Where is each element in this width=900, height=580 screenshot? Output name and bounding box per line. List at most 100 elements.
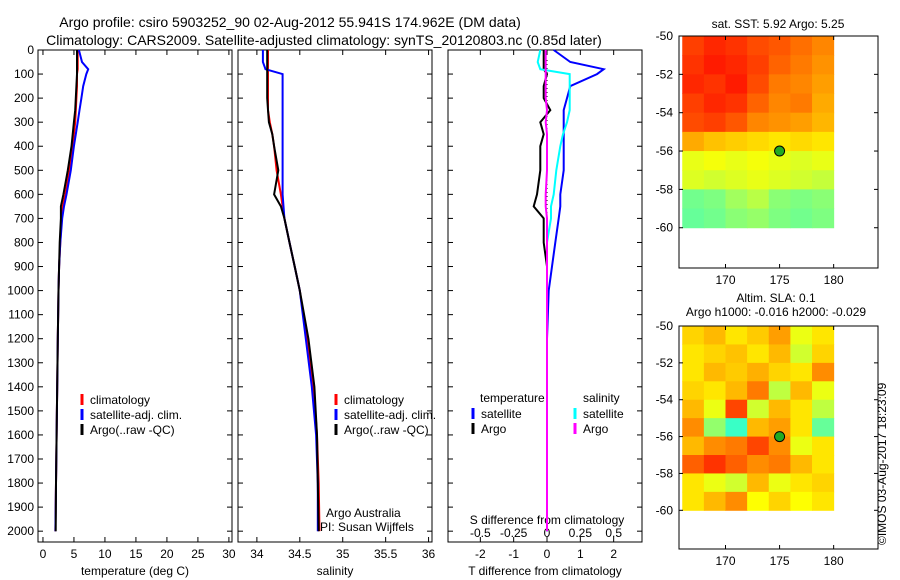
map-cell — [768, 473, 791, 493]
map-cell — [790, 381, 813, 401]
map-cell — [812, 189, 835, 210]
map-cell — [768, 362, 791, 382]
map-cell — [725, 112, 748, 133]
map-cell — [812, 112, 835, 133]
figure-subtitle: Climatology: CARS2009. Satellite-adjuste… — [46, 32, 602, 48]
map-cell — [703, 418, 727, 438]
y-tick-label: 1000 — [7, 284, 34, 298]
map-cell — [682, 208, 705, 229]
map-cell — [747, 344, 770, 364]
map-cell — [725, 189, 748, 210]
map-cell — [703, 189, 727, 210]
map-cell — [768, 131, 791, 152]
map-cell — [790, 362, 813, 382]
x-tick-label: 175 — [770, 273, 790, 287]
map-cell — [790, 55, 813, 75]
map-cell — [703, 55, 727, 75]
map-cell — [768, 151, 791, 171]
x2-tick-label: -0.5 — [470, 526, 491, 540]
x-tick-label: 36 — [422, 547, 436, 561]
x-tick-label: 20 — [160, 547, 174, 561]
map-cell — [768, 170, 791, 190]
map-cell — [790, 491, 813, 511]
map-cell — [768, 418, 791, 438]
map-cell — [725, 326, 748, 345]
map-cell — [703, 36, 727, 56]
map-cell — [682, 112, 705, 133]
series-line-argo — [544, 50, 549, 532]
map-cell — [682, 473, 705, 493]
map-cell — [703, 399, 727, 419]
map-cell — [703, 326, 727, 345]
map-cell — [790, 326, 813, 345]
map-cell — [747, 208, 770, 229]
map-cell — [768, 208, 791, 229]
x-axis-label: salinity — [317, 564, 354, 578]
map-cell — [768, 55, 791, 75]
map-cell — [703, 381, 727, 401]
map-cell — [725, 344, 748, 364]
map-cell — [682, 381, 705, 401]
x-tick-label: 35.5 — [374, 547, 398, 561]
map-cell — [725, 381, 748, 401]
y-tick-label: 500 — [14, 163, 34, 177]
map-subtitle: Argo h1000: -0.016 h2000: -0.029 — [686, 305, 866, 319]
map-cell — [682, 74, 705, 95]
map-cell — [747, 74, 770, 95]
legend-label: Argo(..raw -QC) — [90, 423, 175, 437]
map-cell — [812, 344, 835, 364]
map-cell — [747, 93, 770, 114]
map-cell — [768, 491, 791, 511]
x-tick-label: 30 — [222, 547, 236, 561]
x-axis-label: temperature (deg C) — [81, 564, 189, 578]
series-line-satellite-adj--clim- — [54, 49, 90, 532]
map-cell — [703, 170, 727, 190]
map-cell — [747, 399, 770, 419]
map-cell — [790, 151, 813, 171]
x-tick-label: 170 — [715, 554, 735, 568]
x-tick-label: 25 — [191, 547, 205, 561]
copyright-text: ©IMOS 03-Aug-2017 18:23:09 — [875, 382, 889, 545]
map-cell — [747, 131, 770, 152]
x-tick-label: 170 — [715, 273, 735, 287]
map-cell — [812, 74, 835, 95]
map-cell — [812, 55, 835, 75]
map-cell — [790, 170, 813, 190]
map-cell — [703, 131, 727, 152]
legend-label: climatology — [344, 393, 404, 407]
map-cell — [747, 189, 770, 210]
y-tick-label: 400 — [14, 139, 34, 153]
x-tick-label: 35 — [336, 547, 350, 561]
map-cell — [790, 436, 813, 456]
map-cell — [790, 112, 813, 133]
map-cell — [812, 473, 835, 493]
y-tick-label: -52 — [656, 356, 674, 370]
series-line-satellite — [536, 49, 571, 532]
map-cell — [747, 473, 770, 493]
x2-tick-label: 0.25 — [569, 526, 593, 540]
map-cell — [682, 455, 705, 474]
map-cell — [747, 36, 770, 56]
map-cell — [725, 491, 748, 511]
map-cell — [790, 418, 813, 438]
map-cell — [747, 326, 770, 345]
map-cell — [682, 344, 705, 364]
x-tick-label: 175 — [770, 554, 790, 568]
y-tick-label: -58 — [656, 182, 674, 196]
map-cell — [768, 326, 791, 345]
legend-label: satellite-adj. clim. — [90, 408, 182, 422]
map-cell — [812, 36, 835, 56]
series-line-satellite-adj--clim- — [261, 50, 319, 532]
y-tick-label: 1500 — [7, 404, 34, 418]
map-cell — [725, 93, 748, 114]
map-cell — [725, 455, 748, 474]
map-cell — [768, 344, 791, 364]
x-tick-label: 15 — [129, 547, 143, 561]
map-cell — [725, 473, 748, 493]
map-cell — [725, 362, 748, 382]
figure-title: Argo profile: csiro 5903252_90 02-Aug-20… — [59, 14, 521, 30]
map-cell — [682, 418, 705, 438]
map-cell — [747, 381, 770, 401]
y-tick-label: -60 — [656, 221, 674, 235]
map-cell — [790, 399, 813, 419]
